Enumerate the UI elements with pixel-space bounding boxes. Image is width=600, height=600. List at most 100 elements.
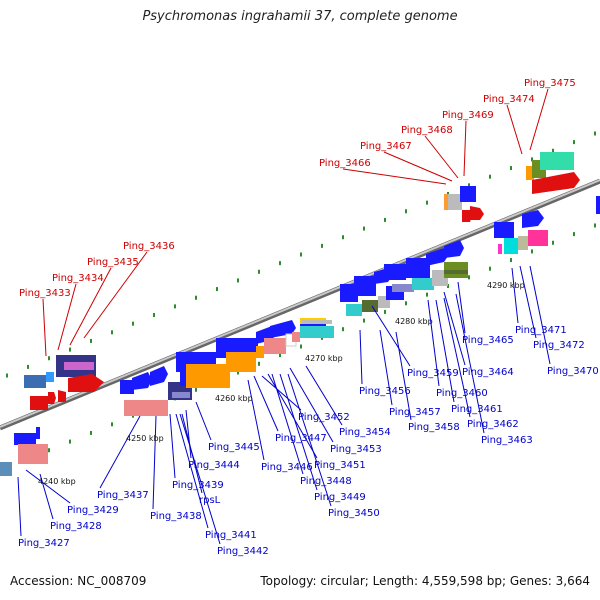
leader-line — [175, 413, 209, 529]
leader-line — [25, 469, 71, 504]
leader-line — [83, 251, 148, 339]
track-dot — [468, 183, 470, 188]
scale-label: 4260 kbp — [215, 394, 253, 403]
track-dot — [111, 422, 113, 427]
gene-label: rpsL — [199, 495, 221, 506]
track-dot — [258, 361, 260, 366]
gene-block — [526, 166, 534, 180]
gene-arrow-red — [58, 390, 66, 402]
gene-block — [518, 236, 528, 250]
gene-label: Ping_3464 — [462, 367, 514, 378]
leader-line — [427, 299, 440, 387]
gene-block — [226, 352, 256, 372]
gene-block — [498, 244, 502, 254]
gene-block — [24, 375, 46, 388]
genome-summary-text: Topology: circular; Length: 4,559,598 bp… — [260, 574, 590, 588]
gene-arrow — [460, 186, 476, 202]
gene-block — [256, 346, 264, 358]
leader-line — [185, 409, 192, 459]
gene-block — [392, 284, 414, 292]
track-dot — [552, 148, 554, 153]
gene-label: Ping_3449 — [314, 492, 366, 503]
gene-label: Ping_3467 — [360, 141, 412, 152]
gene-label: Ping_3463 — [481, 435, 533, 446]
gene-label: Ping_3466 — [319, 158, 371, 169]
leader-line — [169, 413, 176, 479]
leader-line — [195, 401, 212, 441]
gene-label: Ping_3434 — [52, 273, 104, 284]
leader-line — [359, 329, 363, 385]
track-dot — [69, 439, 71, 444]
gene-label: Ping_3445 — [208, 442, 260, 453]
gene-block — [172, 392, 190, 398]
leader-line — [457, 281, 466, 334]
track-dot — [48, 356, 50, 361]
gene-block — [444, 270, 468, 274]
track-dot — [279, 261, 281, 266]
gene-block — [64, 362, 94, 370]
track-dot — [237, 370, 239, 375]
track-dot — [426, 200, 428, 205]
gene-label: Ping_3470 — [547, 366, 599, 377]
gene-block — [528, 230, 548, 246]
track-dot — [405, 209, 407, 214]
gene-block — [412, 278, 434, 290]
leader-line — [305, 365, 343, 426]
gene-arrow-red — [68, 374, 104, 392]
track-dot — [195, 387, 197, 392]
track-dot — [384, 309, 386, 314]
gene-block — [124, 400, 168, 416]
leader-line — [17, 476, 22, 537]
gene-block — [300, 326, 334, 338]
track-dot — [174, 304, 176, 309]
gene-arrow — [494, 222, 514, 238]
gene-label: Ping_3472 — [533, 340, 585, 351]
track-dot — [510, 166, 512, 171]
gene-label: Ping_3450 — [328, 508, 380, 519]
leader-line — [529, 265, 551, 365]
gene-block — [46, 372, 54, 382]
track-dot — [90, 338, 92, 343]
track-dot — [468, 275, 470, 280]
track-dot — [69, 347, 71, 352]
gene-block — [346, 304, 362, 316]
gene-arrow — [406, 258, 430, 278]
gene-label: Ping_3457 — [389, 407, 441, 418]
gene-label: Ping_3458 — [408, 422, 460, 433]
leader-line — [247, 379, 265, 461]
gene-label: Ping_3439 — [172, 480, 224, 491]
leader-line — [57, 283, 77, 351]
gene-block — [504, 238, 518, 254]
gene-label: Ping_3468 — [401, 125, 453, 136]
leader-line — [443, 297, 471, 418]
gene-label: Ping_3429 — [67, 505, 119, 516]
leader-line — [152, 415, 157, 510]
gene-label: Ping_3427 — [18, 538, 70, 549]
gene-block — [186, 364, 230, 388]
leader-line — [511, 267, 519, 324]
track-dot — [216, 287, 218, 292]
gene-arrow — [132, 372, 152, 390]
gene-label: Ping_3462 — [467, 419, 519, 430]
track-dot — [342, 235, 344, 240]
gene-arrow-red — [470, 206, 484, 220]
gene-arrow — [596, 196, 600, 214]
track-dot — [594, 131, 596, 136]
gene-label: Ping_3454 — [339, 427, 391, 438]
track-dot — [510, 258, 512, 263]
leader-line — [455, 293, 485, 434]
track-dot — [6, 373, 8, 378]
scale-label: 4240 kbp — [38, 477, 76, 486]
gene-label: Ping_3438 — [150, 511, 202, 522]
track-dot — [90, 430, 92, 435]
track-dot — [594, 223, 596, 228]
track-dot — [153, 313, 155, 318]
gene-label: Ping_3436 — [123, 241, 175, 252]
accession-text: Accession: NC_008709 — [10, 574, 147, 588]
track-dot — [573, 232, 575, 237]
track-dot — [342, 327, 344, 332]
track-dot — [27, 364, 29, 369]
leader-line — [506, 104, 523, 155]
leader-line — [379, 329, 393, 406]
